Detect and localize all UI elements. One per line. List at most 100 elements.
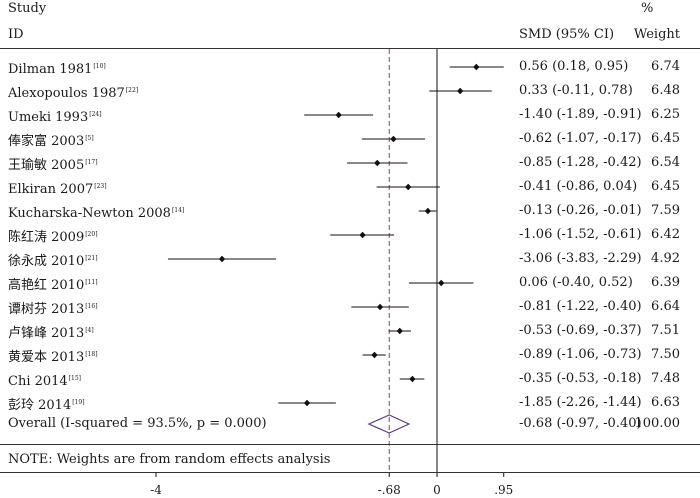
study-name: Elkiran 2007: [8, 182, 94, 197]
study-name: 徐永成 2010: [8, 254, 85, 269]
point-estimate-marker: [218, 255, 226, 263]
percent-header: %: [641, 1, 654, 16]
study-reference: [17]: [85, 159, 98, 166]
smd-header: SMD (95% CI): [519, 27, 615, 42]
study-name: 陈红涛 2009: [8, 230, 85, 245]
study-reference: [5]: [85, 135, 94, 142]
study-name: 谭树芬 2013: [8, 302, 85, 317]
study-label: Dilman 1981[10]: [8, 59, 106, 78]
study-label: Chi 2014[15]: [8, 371, 81, 390]
study-label: 彭玲 2014[19]: [8, 395, 85, 414]
study-ci-text: 0.56 (0.18, 0.95): [519, 59, 629, 74]
study-name: 俸家富 2003: [8, 134, 85, 149]
study-label: 卢锋峰 2013[4]: [8, 323, 94, 342]
study-ci-text: -0.81 (-1.22, -0.40): [519, 299, 642, 314]
study-weight: 7.48: [651, 371, 680, 386]
study-label: 王瑜敏 2005[17]: [8, 155, 98, 174]
overall-diamond: [367, 414, 411, 434]
study-name: Dilman 1981: [8, 62, 93, 77]
overall-weight: 100.00: [634, 416, 681, 431]
study-name: Umeki 1993: [8, 110, 89, 125]
study-ci-text: -0.85 (-1.28, -0.42): [519, 155, 642, 170]
study-weight: 7.51: [651, 323, 680, 338]
study-ci-text: -0.89 (-1.06, -0.73): [519, 347, 642, 362]
study-weight: 6.42: [651, 227, 680, 242]
id-header: ID: [8, 27, 24, 42]
study-reference: [16]: [85, 303, 98, 310]
point-estimate-marker: [374, 159, 381, 167]
point-estimate-marker: [424, 207, 432, 215]
study-label: Kucharska-Newton 2008[14]: [8, 203, 184, 222]
study-weight: 7.59: [651, 203, 680, 218]
study-ci-text: -0.53 (-0.69, -0.37): [519, 323, 642, 338]
study-reference: [22]: [125, 87, 139, 94]
study-ci-text: 0.06 (-0.40, 0.52): [519, 275, 633, 290]
study-weight: 6.39: [651, 275, 680, 290]
study-header: Study: [8, 1, 47, 16]
study-weight: 4.92: [651, 251, 680, 266]
point-estimate-marker: [359, 231, 366, 239]
study-name: Kucharska-Newton 2008: [8, 206, 171, 221]
study-reference: [23]: [94, 183, 107, 190]
study-reference: [10]: [93, 63, 106, 70]
x-tick-label: 0: [433, 483, 441, 497]
study-reference: [11]: [85, 279, 98, 286]
study-label: 陈红涛 2009[20]: [8, 227, 98, 246]
point-estimate-marker: [473, 63, 480, 71]
header-rule: [0, 48, 700, 49]
study-ci-text: -0.35 (-0.53, -0.18): [519, 371, 642, 386]
study-ci-text: -3.06 (-3.83, -2.29): [519, 251, 642, 266]
study-label: 俸家富 2003[5]: [8, 131, 94, 150]
point-estimate-marker: [404, 183, 412, 191]
study-reference: [20]: [85, 231, 98, 238]
point-estimate-marker: [438, 279, 445, 287]
study-name: 王瑜敏 2005: [8, 158, 85, 173]
weight-header: Weight: [633, 27, 680, 42]
study-reference: [14]: [171, 207, 185, 214]
study-ci-text: -0.13 (-0.26, -0.01): [519, 203, 642, 218]
study-label: 谭树芬 2013[16]: [8, 299, 98, 318]
study-name: 高艳红 2010: [8, 278, 85, 293]
note-rule: [0, 444, 700, 445]
study-reference: [4]: [85, 327, 94, 334]
study-reference: [18]: [85, 351, 98, 358]
study-weight: 7.50: [651, 347, 680, 362]
x-tick-label: .95: [494, 483, 513, 497]
study-weight: 6.45: [651, 179, 680, 194]
study-label: Alexopoulos 1987[22]: [8, 83, 138, 102]
study-weight: 6.63: [651, 395, 680, 410]
study-name: 黄爱本 2013: [8, 350, 85, 365]
study-label: Umeki 1993[24]: [8, 107, 102, 126]
point-estimate-marker: [409, 375, 416, 383]
study-ci-text: -1.06 (-1.52, -0.61): [519, 227, 642, 242]
study-reference: [19]: [72, 399, 85, 406]
study-name: 彭玲 2014: [8, 398, 72, 413]
study-weight: 6.64: [651, 299, 680, 314]
study-ci-text: -1.85 (-2.26, -1.44): [519, 395, 642, 410]
point-estimate-marker: [390, 135, 397, 143]
study-reference: [15]: [68, 375, 82, 382]
study-weight: 6.48: [651, 83, 680, 98]
study-ci-text: -1.40 (-1.89, -0.91): [519, 107, 642, 122]
study-weight: 6.54: [651, 155, 680, 170]
point-estimate-marker: [456, 87, 464, 95]
study-label: 徐永成 2010[21]: [8, 251, 98, 270]
point-estimate-marker: [303, 399, 311, 407]
axis-rule: [0, 472, 700, 473]
x-tick-label: -.68: [378, 483, 401, 497]
study-ci-text: -0.62 (-1.07, -0.17): [519, 131, 642, 146]
overall-label: Overall (I-squared = 93.5%, p = 0.000): [8, 416, 267, 431]
overall-ci: -0.68 (-0.97, -0.40): [519, 416, 642, 431]
study-weight: 6.25: [651, 107, 680, 122]
study-reference: [21]: [85, 255, 98, 262]
study-weight: 6.74: [651, 59, 680, 74]
study-label: Elkiran 2007[23]: [8, 179, 107, 198]
study-name: Alexopoulos 1987: [8, 86, 125, 101]
point-estimate-marker: [335, 111, 342, 119]
point-estimate-marker: [371, 351, 378, 359]
note-text: NOTE: Weights are from random effects an…: [8, 452, 331, 467]
study-name: 卢锋峰 2013: [8, 326, 85, 341]
study-label: 高艳红 2010[11]: [8, 275, 98, 294]
study-ci-text: 0.33 (-0.11, 0.78): [519, 83, 633, 98]
